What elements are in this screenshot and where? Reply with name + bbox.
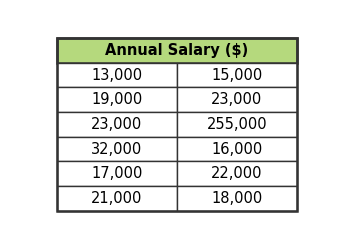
Text: 21,000: 21,000 [91, 191, 142, 206]
Bar [177, 186, 297, 211]
Bar [57, 87, 177, 112]
Text: 15,000: 15,000 [211, 68, 262, 83]
Text: 32,000: 32,000 [91, 142, 142, 156]
Bar [57, 38, 297, 63]
Text: 22,000: 22,000 [211, 166, 262, 181]
Text: 13,000: 13,000 [91, 68, 142, 83]
Bar [177, 63, 297, 87]
Bar [177, 87, 297, 112]
Bar [57, 161, 177, 186]
Bar [177, 112, 297, 137]
Bar [57, 137, 177, 161]
Text: 255,000: 255,000 [206, 117, 267, 132]
Bar [177, 137, 297, 161]
Text: 23,000: 23,000 [211, 92, 262, 107]
Bar [177, 161, 297, 186]
Bar [57, 63, 177, 87]
Text: 19,000: 19,000 [91, 92, 142, 107]
Text: 18,000: 18,000 [211, 191, 262, 206]
Text: 17,000: 17,000 [91, 166, 142, 181]
Bar [57, 186, 177, 211]
Text: Annual Salary ($): Annual Salary ($) [105, 43, 249, 58]
Text: 23,000: 23,000 [91, 117, 142, 132]
Bar [57, 112, 177, 137]
Text: 16,000: 16,000 [211, 142, 262, 156]
